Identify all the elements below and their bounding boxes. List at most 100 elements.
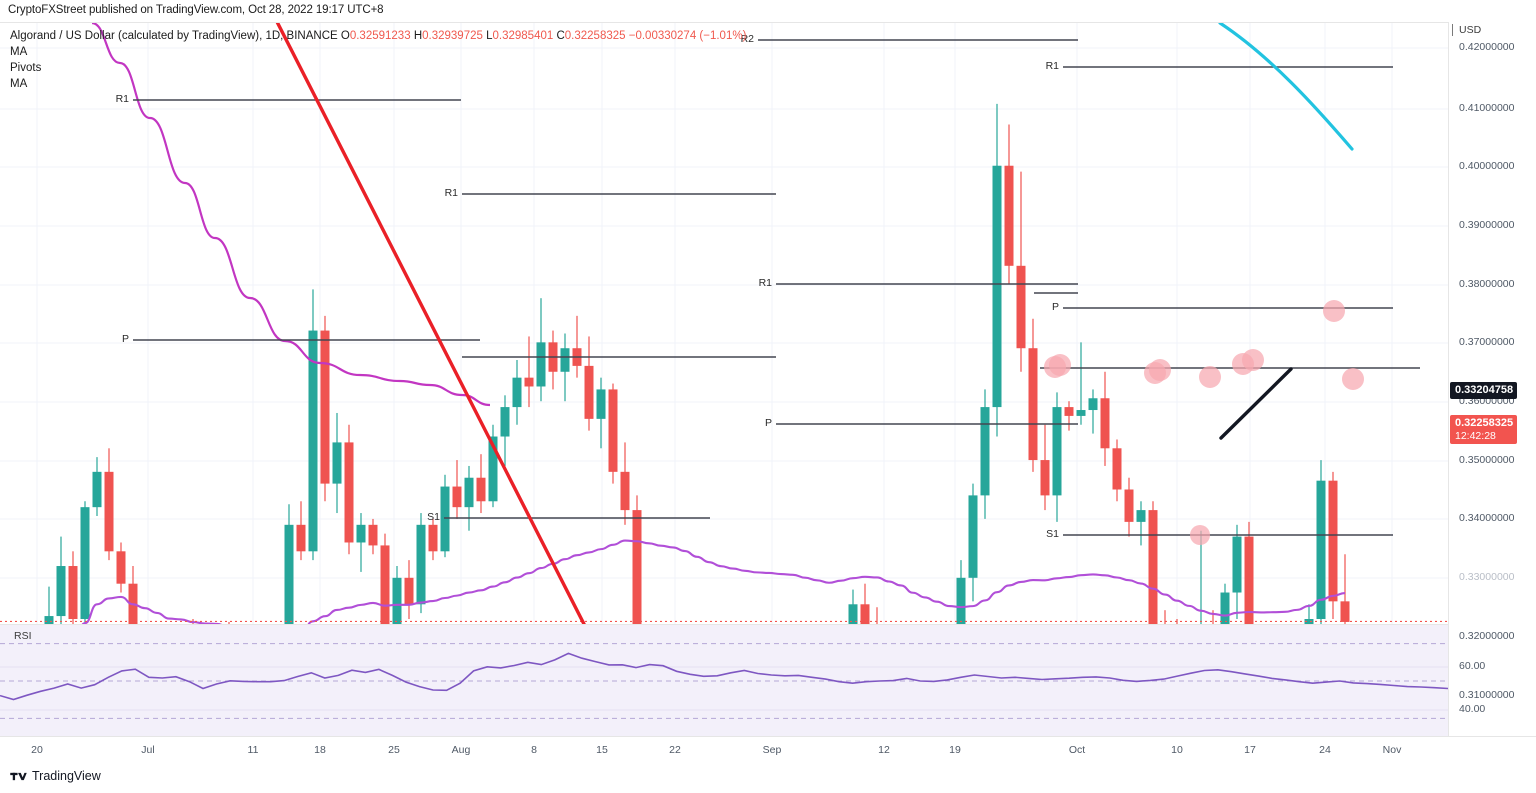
candlestick[interactable] [284,504,294,624]
candlestick[interactable] [1064,401,1074,431]
pivot-level-label: R1 [444,187,458,199]
last-price-value: 0.32258325 [1455,417,1514,429]
candlestick[interactable] [128,566,138,624]
price-axis[interactable]: USD 0.42000000 0.41000000 0.40000000 0.3900… [1448,22,1536,760]
touch-marker-circle[interactable] [1323,300,1345,322]
candlestick[interactable] [296,501,306,561]
price-chart-pane[interactable] [0,22,1448,624]
tradingview-logo-icon [10,772,27,780]
candlestick[interactable] [873,607,882,624]
candlestick[interactable] [848,589,858,624]
candlestick[interactable] [476,454,486,514]
time-axis-tick: 20 [31,744,43,756]
candlestick[interactable] [1209,610,1218,624]
touch-marker-circle[interactable] [1342,368,1364,390]
candlestick[interactable] [1220,583,1230,624]
candlestick[interactable] [392,566,402,624]
candlestick[interactable] [92,457,102,516]
touch-marker-circle[interactable] [1242,349,1264,371]
candlestick[interactable] [344,424,354,555]
candlestick[interactable] [956,560,966,624]
candlestick[interactable] [440,474,450,558]
candlestick[interactable] [620,442,630,525]
candlestick[interactable] [1124,477,1134,537]
price-axis-tick: 0.33000000 [1459,571,1515,583]
candlestick[interactable] [1148,501,1158,624]
candlestick[interactable] [1004,124,1014,284]
current-price-badge[interactable]: 0.33204758 [1450,382,1518,399]
cyan-projection-curve[interactable] [1218,23,1354,151]
candlestick[interactable] [968,483,978,602]
candlestick[interactable] [416,513,426,614]
candlestick[interactable] [1161,610,1170,624]
candlestick[interactable] [560,333,570,402]
price-axis-tick: 0.34000000 [1459,512,1515,524]
touch-marker-circle[interactable] [1149,359,1171,381]
axis-unit-tick [1452,24,1453,36]
candlestick[interactable] [380,533,390,624]
candlestick[interactable] [596,377,606,449]
candlestick[interactable] [44,586,54,624]
candlestick[interactable] [1088,389,1098,434]
candlestick[interactable] [404,560,414,620]
candlestick[interactable] [1244,521,1254,624]
pivot-level-label: R1 [115,93,129,105]
candlestick[interactable] [356,513,366,572]
candlestick[interactable] [1100,371,1110,466]
candlestick[interactable] [56,536,66,624]
candlestick[interactable] [308,289,318,561]
candlestick[interactable] [992,103,1002,437]
candlestick[interactable] [116,542,126,593]
candlestick[interactable] [368,518,378,555]
touch-marker-circle[interactable] [1199,366,1221,388]
candlestick[interactable] [1328,471,1338,620]
candlestick[interactable] [500,395,510,466]
last-price-badge[interactable]: 0.32258325 12:42:28 [1450,415,1518,444]
candlestick[interactable] [488,424,498,508]
candlestick[interactable] [1232,524,1242,620]
candlestick[interactable] [980,389,990,519]
price-axis-tick: 0.42000000 [1459,41,1515,53]
tradingview-brand[interactable]: TradingView [10,769,101,783]
touch-marker-circle[interactable] [1190,525,1210,545]
candlestick[interactable] [1028,318,1038,472]
candlestick[interactable] [1316,460,1326,624]
candlestick[interactable] [1076,342,1086,425]
candlestick[interactable] [524,336,534,408]
candlestick[interactable] [320,315,330,502]
candlestick[interactable] [572,315,582,378]
candlestick[interactable] [80,501,90,624]
candlestick[interactable] [860,583,870,624]
candlestick[interactable] [68,551,78,624]
price-axis-tick: 0.35000000 [1459,454,1515,466]
candlestick[interactable] [452,460,462,519]
time-axis-tick: 18 [314,744,326,756]
touch-marker-circle[interactable] [1049,354,1071,376]
ascending-trendline[interactable] [1219,367,1293,440]
candlestick[interactable] [1340,554,1350,624]
candlestick[interactable] [632,495,642,624]
candlestick[interactable] [608,383,618,484]
time-axis-tick: 22 [669,744,681,756]
candlestick[interactable] [464,465,474,531]
candlestick[interactable] [1040,424,1050,511]
descending-trendline[interactable] [271,22,586,624]
candlestick[interactable] [1136,501,1146,546]
time-axis[interactable]: 20 Jul 11 18 25 Aug 8 15 22 Sep 12 19 Oct 10 17 24 Nov [0,736,1536,764]
candlestick[interactable] [1016,171,1026,372]
candlestick[interactable] [1112,439,1122,502]
rsi-pane[interactable] [0,624,1448,736]
candlestick[interactable] [428,518,438,561]
candlestick[interactable] [548,330,558,390]
candlestick[interactable] [536,298,546,402]
candlestick[interactable] [1052,392,1062,522]
candlestick[interactable] [512,359,522,425]
candlestick[interactable] [104,448,114,561]
time-axis-tick: 10 [1171,744,1183,756]
candlestick[interactable] [1304,604,1314,624]
candlestick[interactable] [332,412,342,514]
pivot-level-label: P [121,333,129,345]
candlestick[interactable] [584,336,594,431]
price-axis-tick: 0.37000000 [1459,336,1515,348]
